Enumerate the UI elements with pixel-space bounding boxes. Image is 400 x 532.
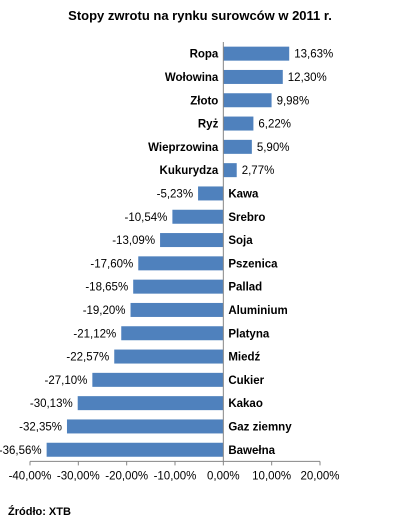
value-label: 13,63% xyxy=(294,49,333,61)
bar xyxy=(121,326,224,341)
bar xyxy=(223,116,254,131)
category-label: Bawełna xyxy=(228,445,275,457)
category-label: Platyna xyxy=(228,328,270,340)
x-tick-label: -40,00% xyxy=(9,470,52,482)
bars-layer xyxy=(46,46,290,457)
x-tick-label: 10,00% xyxy=(252,470,291,482)
category-label: Cukier xyxy=(228,375,264,387)
value-label: -18,65% xyxy=(85,282,128,294)
x-axis: -40,00% -30,00% -20,00% -10,00% 0,00% 10,00% 2… xyxy=(9,42,340,482)
value-label: -17,60% xyxy=(90,258,133,270)
bar xyxy=(223,46,290,61)
category-label: Złoto xyxy=(190,95,218,107)
bar xyxy=(198,186,224,201)
bar xyxy=(223,139,252,154)
value-label: -27,10% xyxy=(45,375,88,387)
bar xyxy=(138,256,224,271)
bar xyxy=(133,279,224,294)
category-label: Gaz ziemny xyxy=(228,421,292,433)
category-label: Srebro xyxy=(228,212,265,224)
bar-chart: Ropa 13,63% Wołowina 12,30% Złoto 9,98% Ryż 6,2… xyxy=(0,42,340,482)
category-label: Ryż xyxy=(198,119,219,131)
bar xyxy=(223,93,272,108)
value-label: 2,77% xyxy=(242,165,275,177)
category-label: Wieprzowina xyxy=(148,142,219,154)
x-tick-label: 0,00% xyxy=(207,470,240,482)
value-label: 9,98% xyxy=(277,95,310,107)
category-label: Pszenica xyxy=(228,258,278,270)
value-label: -19,20% xyxy=(83,305,126,317)
labels-layer: Ropa 13,63% Wołowina 12,30% Złoto 9,98% Ryż 6,2… xyxy=(0,49,333,457)
category-label: Soja xyxy=(228,235,253,247)
value-label: -10,54% xyxy=(125,212,168,224)
bar xyxy=(114,349,224,364)
category-label: Kakao xyxy=(228,398,263,410)
value-label: -5,23% xyxy=(157,188,193,200)
category-label: Miedź xyxy=(228,352,260,364)
category-label: Wołowina xyxy=(165,72,219,84)
chart-title: Stopy zwrotu na rynku surowców w 2011 r. xyxy=(68,8,332,23)
bar xyxy=(46,442,224,457)
bar xyxy=(92,372,224,387)
bar xyxy=(130,302,224,317)
category-label: Aluminium xyxy=(228,305,287,317)
bar xyxy=(223,163,237,178)
bar xyxy=(172,209,224,224)
category-label: Ropa xyxy=(190,49,219,61)
value-label: 6,22% xyxy=(258,119,291,131)
category-label: Kukurydza xyxy=(160,165,219,177)
bar xyxy=(77,396,224,411)
category-label: Pallad xyxy=(228,282,262,294)
value-label: 5,90% xyxy=(257,142,290,154)
source-note: Źródło: XTB xyxy=(8,506,71,518)
x-tick-label: -30,00% xyxy=(57,470,100,482)
x-tick-label: -10,00% xyxy=(154,470,197,482)
value-label: -30,13% xyxy=(30,398,73,410)
value-label: -22,57% xyxy=(66,352,109,364)
x-tick-label: -20,00% xyxy=(105,470,148,482)
bar xyxy=(160,233,224,248)
value-label: 12,30% xyxy=(288,72,327,84)
value-label: -36,56% xyxy=(0,445,42,457)
x-tick-label: 20,00% xyxy=(300,470,339,482)
value-label: -13,09% xyxy=(112,235,155,247)
value-label: -32,35% xyxy=(19,421,62,433)
value-label: -21,12% xyxy=(73,328,116,340)
bar xyxy=(66,419,224,434)
category-label: Kawa xyxy=(228,188,259,200)
bar xyxy=(223,69,283,84)
